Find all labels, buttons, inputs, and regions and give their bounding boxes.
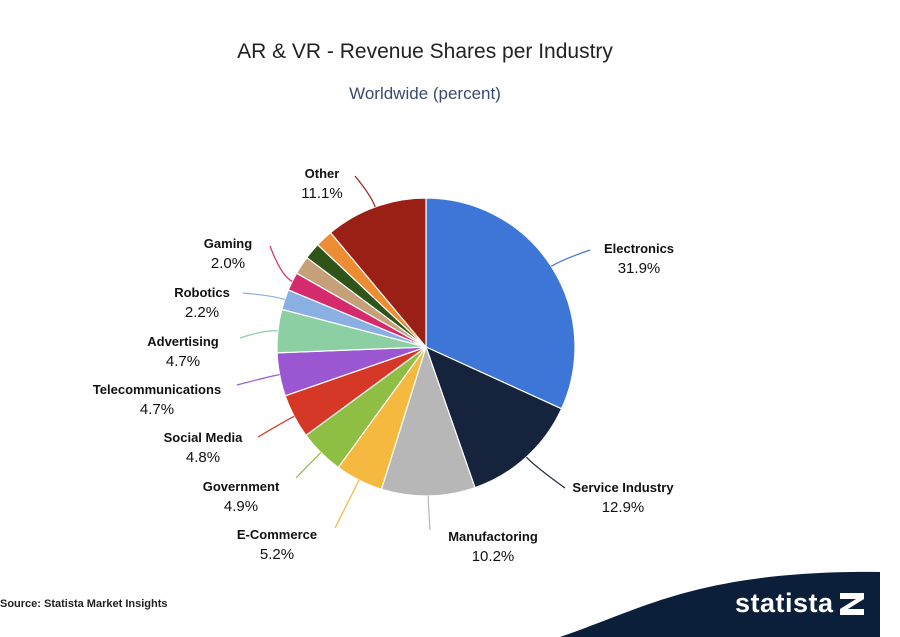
slice-label: Electronics [604,241,674,256]
slice-label: Service Industry [572,480,674,495]
slice-value-label: 11.1% [301,185,342,202]
slice-label: Robotics [174,285,230,300]
slice-value-label: 2.0% [211,255,245,272]
slice-value-label: 4.7% [166,353,200,370]
slice-label: Other [305,166,340,181]
statista-mark-icon [839,593,864,615]
pie-slice-other[interactable] [329,197,427,349]
leader-lines [236,175,591,531]
source-text[interactable]: Source: Statista Market Insights [0,598,168,610]
slice-label: Telecommunications [93,382,221,397]
slice-value-label: 10.2% [472,548,515,565]
leader-line [354,175,376,208]
slice-value-label: 31.9% [618,260,661,277]
slice-labels: Electronics 31.9% Service Industry 12.9% Man… [93,166,675,565]
leader-line [257,415,295,438]
pie-slice-manufactoring[interactable] [380,345,476,497]
slice-value-label: 5.2% [260,546,294,563]
chart-subtitle: Worldwide (percent) [349,84,501,103]
slice-label: Social Media [164,430,244,445]
leader-line [295,452,322,479]
leader-line [242,292,285,301]
leader-line [269,245,293,282]
leader-line [236,374,280,386]
slice-label: Government [203,479,280,494]
leader-line [525,456,566,489]
slice-value-label: 12.9% [602,499,645,516]
slice-label: Advertising [147,334,219,349]
leader-line [427,495,431,531]
slice-label: Gaming [204,236,252,251]
slice-value-label: 4.9% [224,498,258,515]
pie-slice-service-industry[interactable] [424,345,563,489]
slice-value-label: 4.7% [140,401,174,418]
slice-label: E-Commerce [237,527,317,542]
chart-title: AR & VR - Revenue Shares per Industry [237,40,613,63]
leader-line [334,479,360,529]
slice-value-label: 4.8% [186,449,220,466]
slice-label: Manufactoring [448,529,538,544]
statista-logo[interactable]: statista [735,588,864,619]
pie-slices [276,197,576,497]
leader-line [239,330,278,339]
leader-line [550,249,591,267]
footer-banner [560,571,880,637]
slice-value-label: 2.2% [185,304,219,321]
brand-name: statista [735,588,834,618]
